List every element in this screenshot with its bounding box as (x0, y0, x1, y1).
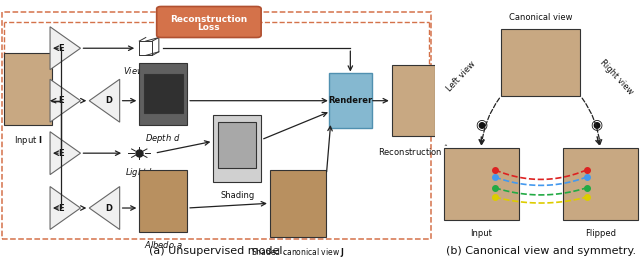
Text: Right view: Right view (598, 58, 635, 96)
Text: Reconstruction: Reconstruction (170, 15, 248, 24)
Bar (140, 63, 187, 125)
Text: D: D (105, 96, 112, 105)
Text: ◉: ◉ (476, 118, 487, 131)
Text: Canonical view: Canonical view (509, 13, 573, 22)
Bar (563, 148, 638, 220)
Text: Albedo $a$: Albedo $a$ (144, 239, 182, 250)
Text: Viewpoint $w$: Viewpoint $w$ (123, 65, 175, 78)
Text: Loss: Loss (198, 24, 220, 32)
Text: E: E (59, 96, 64, 105)
Polygon shape (50, 132, 81, 175)
Text: Shaded canonical view $\mathbf{J}$: Shaded canonical view $\mathbf{J}$ (251, 246, 345, 259)
Polygon shape (89, 79, 120, 122)
Text: Left view: Left view (445, 60, 477, 94)
Polygon shape (50, 27, 81, 70)
FancyBboxPatch shape (157, 6, 261, 37)
FancyBboxPatch shape (328, 73, 372, 128)
Bar (218, 122, 256, 169)
Text: Depth $d$: Depth $d$ (145, 132, 181, 145)
Text: Light $l$: Light $l$ (125, 166, 153, 179)
Bar (213, 115, 261, 182)
Text: Input: Input (470, 229, 492, 239)
Polygon shape (50, 187, 81, 229)
Text: (b) Canonical view and symmetry.: (b) Canonical view and symmetry. (445, 246, 636, 256)
Bar (140, 170, 187, 232)
Bar (4, 53, 52, 125)
Text: Shading: Shading (220, 191, 254, 200)
Text: Renderer: Renderer (328, 96, 372, 105)
Text: (a) Unsupervised model.: (a) Unsupervised model. (149, 246, 286, 256)
Text: E: E (59, 149, 64, 158)
Text: Reconstruction $\hat{\mathbf{I}}$: Reconstruction $\hat{\mathbf{I}}$ (378, 144, 449, 158)
Bar (270, 170, 326, 237)
Text: E: E (59, 44, 64, 53)
Text: E: E (59, 204, 64, 213)
Bar (143, 74, 183, 113)
Text: D: D (105, 204, 112, 213)
Text: ◉: ◉ (590, 118, 602, 131)
Text: Flipped: Flipped (585, 229, 616, 239)
Bar (392, 65, 435, 136)
Polygon shape (50, 79, 81, 122)
Bar (501, 29, 580, 96)
Polygon shape (89, 187, 120, 229)
Bar (444, 148, 519, 220)
Text: Input $\mathbf{I}$: Input $\mathbf{I}$ (14, 134, 43, 147)
